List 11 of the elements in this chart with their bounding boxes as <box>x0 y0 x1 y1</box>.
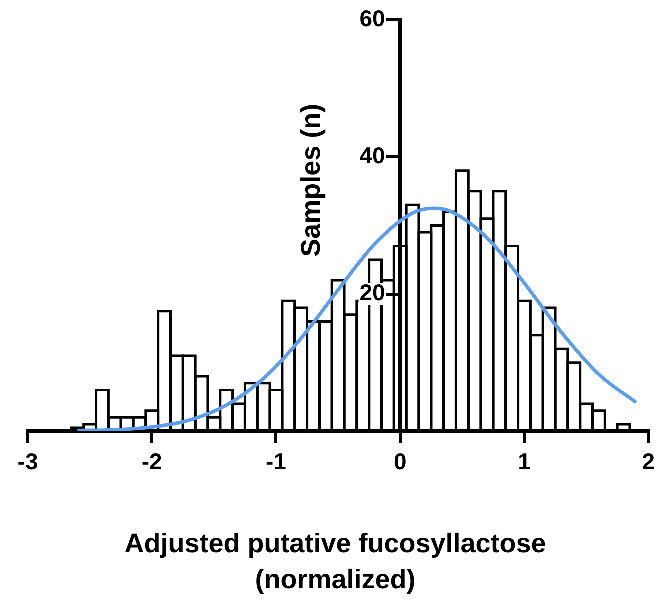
y-tick-label: 60 <box>360 5 386 32</box>
x-tick-label: 1 <box>518 448 532 475</box>
x-axis-title: Adjusted putative fucosyllactose (normalized) <box>124 528 546 594</box>
x-tick-label: -2 <box>142 448 162 475</box>
y-tick-label: 40 <box>360 142 386 168</box>
x-tick-label: -3 <box>18 448 38 475</box>
x-tick-label: 0 <box>394 448 407 475</box>
y-tick-label: 20 <box>360 280 386 306</box>
y-axis-title: Samples (n) <box>296 104 326 257</box>
x-tick-label: -1 <box>266 448 287 475</box>
x-tick-label: 2 <box>642 448 656 475</box>
